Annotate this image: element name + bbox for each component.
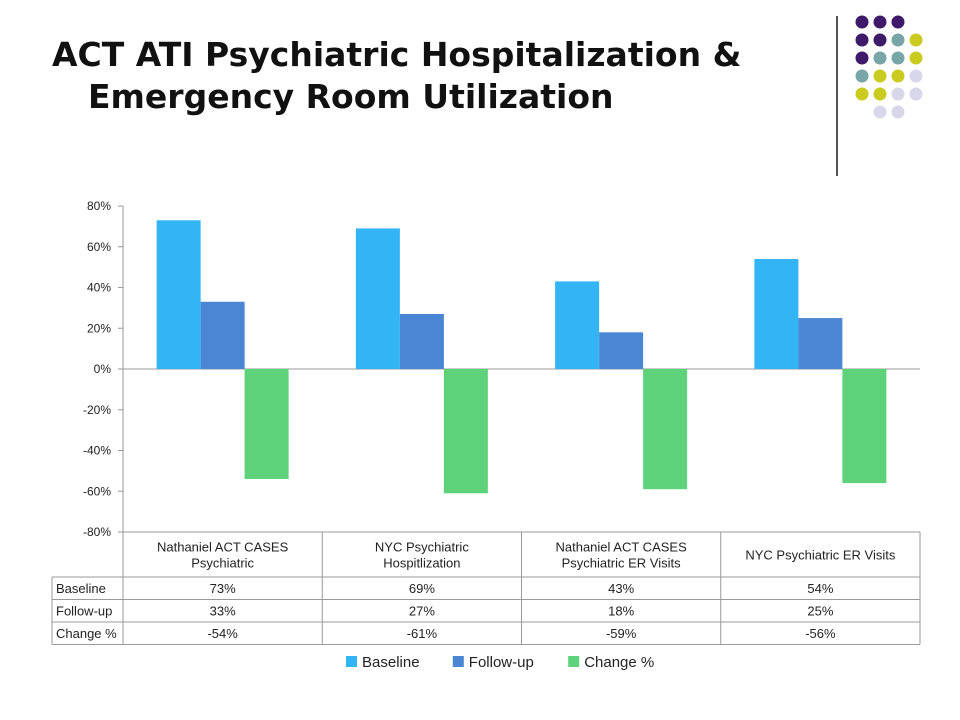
- table-cell: 33%: [210, 603, 236, 618]
- dot-lavender: [873, 105, 887, 119]
- legend-swatch: [452, 656, 464, 667]
- decorative-dot-pattern: [855, 15, 923, 119]
- dot-lime: [909, 33, 923, 47]
- legend-label: Follow-up: [469, 654, 534, 671]
- dot-lavender: [891, 105, 905, 119]
- dot-lime: [873, 87, 887, 101]
- legend-label: Baseline: [362, 654, 420, 671]
- table-row-label: Change %: [56, 626, 117, 641]
- dot-teal: [855, 69, 869, 83]
- bar-follow-up-3: [798, 318, 843, 369]
- y-tick-label: 60%: [87, 240, 111, 254]
- bar-change--0: [244, 369, 289, 480]
- bar-baseline-1: [355, 228, 400, 369]
- bar-follow-up-1: [399, 313, 444, 369]
- y-tick-label: 0%: [94, 362, 112, 376]
- bar-follow-up-2: [599, 332, 644, 369]
- bar-follow-up-0: [200, 301, 245, 369]
- dot-lime: [891, 69, 905, 83]
- category-label: Nathaniel ACT CASES: [555, 540, 687, 555]
- y-tick-label: -80%: [83, 525, 111, 539]
- dot-purple: [855, 51, 869, 65]
- dot-purple: [855, 15, 869, 29]
- bar-baseline-3: [754, 258, 799, 369]
- table-row-label: Follow-up: [56, 603, 112, 618]
- category-label: NYC Psychiatric ER Visits: [745, 548, 896, 563]
- dot-lavender: [891, 87, 905, 101]
- title-line-2: Emergency Room Utilization: [88, 77, 614, 116]
- category-label: Hospitlization: [383, 556, 460, 571]
- dot-lavender: [909, 87, 923, 101]
- table-cell: 25%: [807, 603, 833, 618]
- dot-lime: [873, 69, 887, 83]
- y-tick-label: -40%: [83, 444, 111, 458]
- slide-title: ACT ATI Psychiatric Hospitalization & Em…: [52, 34, 832, 118]
- category-label: Psychiatric ER Visits: [562, 556, 681, 571]
- legend-swatch: [346, 656, 357, 667]
- legend-label: Change %: [584, 654, 654, 671]
- dot-purple: [873, 33, 887, 47]
- table-cell: -59%: [606, 626, 637, 641]
- y-tick-label: -60%: [83, 484, 111, 498]
- dot-purple: [855, 33, 869, 47]
- dot-purple: [873, 15, 887, 29]
- title-line-1: ACT ATI Psychiatric Hospitalization &: [52, 35, 742, 74]
- title-divider: [836, 16, 838, 176]
- dot-teal: [891, 33, 905, 47]
- category-label: Psychiatric: [191, 556, 254, 571]
- table-cell: -54%: [207, 626, 238, 641]
- table-cell: -61%: [407, 626, 438, 641]
- table-cell: 18%: [608, 603, 634, 618]
- table-row-label: Baseline: [56, 581, 106, 596]
- y-tick-label: 40%: [87, 281, 111, 295]
- bar-baseline-2: [555, 281, 600, 369]
- bar-change--2: [643, 369, 688, 490]
- table-cell: 54%: [807, 581, 833, 596]
- table-cell: 69%: [409, 581, 435, 596]
- category-label: NYC Psychiatric: [375, 540, 469, 555]
- y-tick-label: -20%: [83, 403, 111, 417]
- bar-baseline-0: [156, 220, 201, 369]
- dot-lavender: [909, 69, 923, 83]
- dot-lime: [909, 51, 923, 65]
- category-label: Nathaniel ACT CASES: [157, 540, 289, 555]
- table-cell: 73%: [210, 581, 236, 596]
- table-cell: 43%: [608, 581, 634, 596]
- bar-change--1: [443, 369, 488, 494]
- dot-teal: [891, 51, 905, 65]
- bar-change--3: [842, 369, 887, 484]
- y-tick-label: 80%: [87, 199, 111, 213]
- dot-lime: [855, 87, 869, 101]
- legend-swatch: [568, 656, 580, 667]
- dot-teal: [873, 51, 887, 65]
- y-tick-label: 20%: [87, 321, 111, 335]
- table-cell: 27%: [409, 603, 435, 618]
- dot-purple: [891, 15, 905, 29]
- table-cell: -56%: [805, 626, 836, 641]
